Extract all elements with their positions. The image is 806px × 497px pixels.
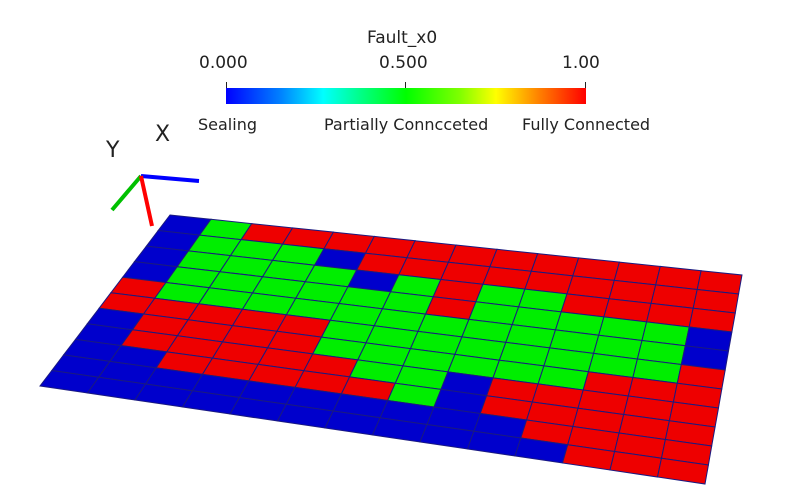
axis-y-arrow bbox=[110, 174, 143, 212]
colorbar-tick-min bbox=[226, 82, 227, 88]
axis-y-label: Y bbox=[106, 138, 120, 163]
axis-x-label: X bbox=[155, 122, 171, 147]
axis-z-arrow bbox=[139, 175, 154, 227]
category-label-partial: Partially Conncceted bbox=[324, 115, 489, 134]
category-label-sealing: Sealing bbox=[198, 115, 257, 134]
category-label-full: Fully Connected bbox=[522, 115, 651, 134]
colorbar-tick-max bbox=[585, 82, 586, 88]
axes-triad bbox=[110, 174, 200, 227]
colorbar-tick-label-max: 1.00 bbox=[562, 53, 600, 73]
colorbar-tick-label-mid: 0.500 bbox=[379, 53, 428, 73]
fault-mesh bbox=[39, 214, 743, 485]
colorbar-tick-label-min: 0.000 bbox=[199, 53, 248, 73]
mesh-cell bbox=[656, 457, 709, 485]
colorbar bbox=[226, 88, 586, 104]
colorbar-tick-mid bbox=[405, 82, 406, 88]
axis-x-arrow bbox=[140, 174, 200, 183]
colorbar-title: Fault_x0 bbox=[367, 28, 438, 48]
